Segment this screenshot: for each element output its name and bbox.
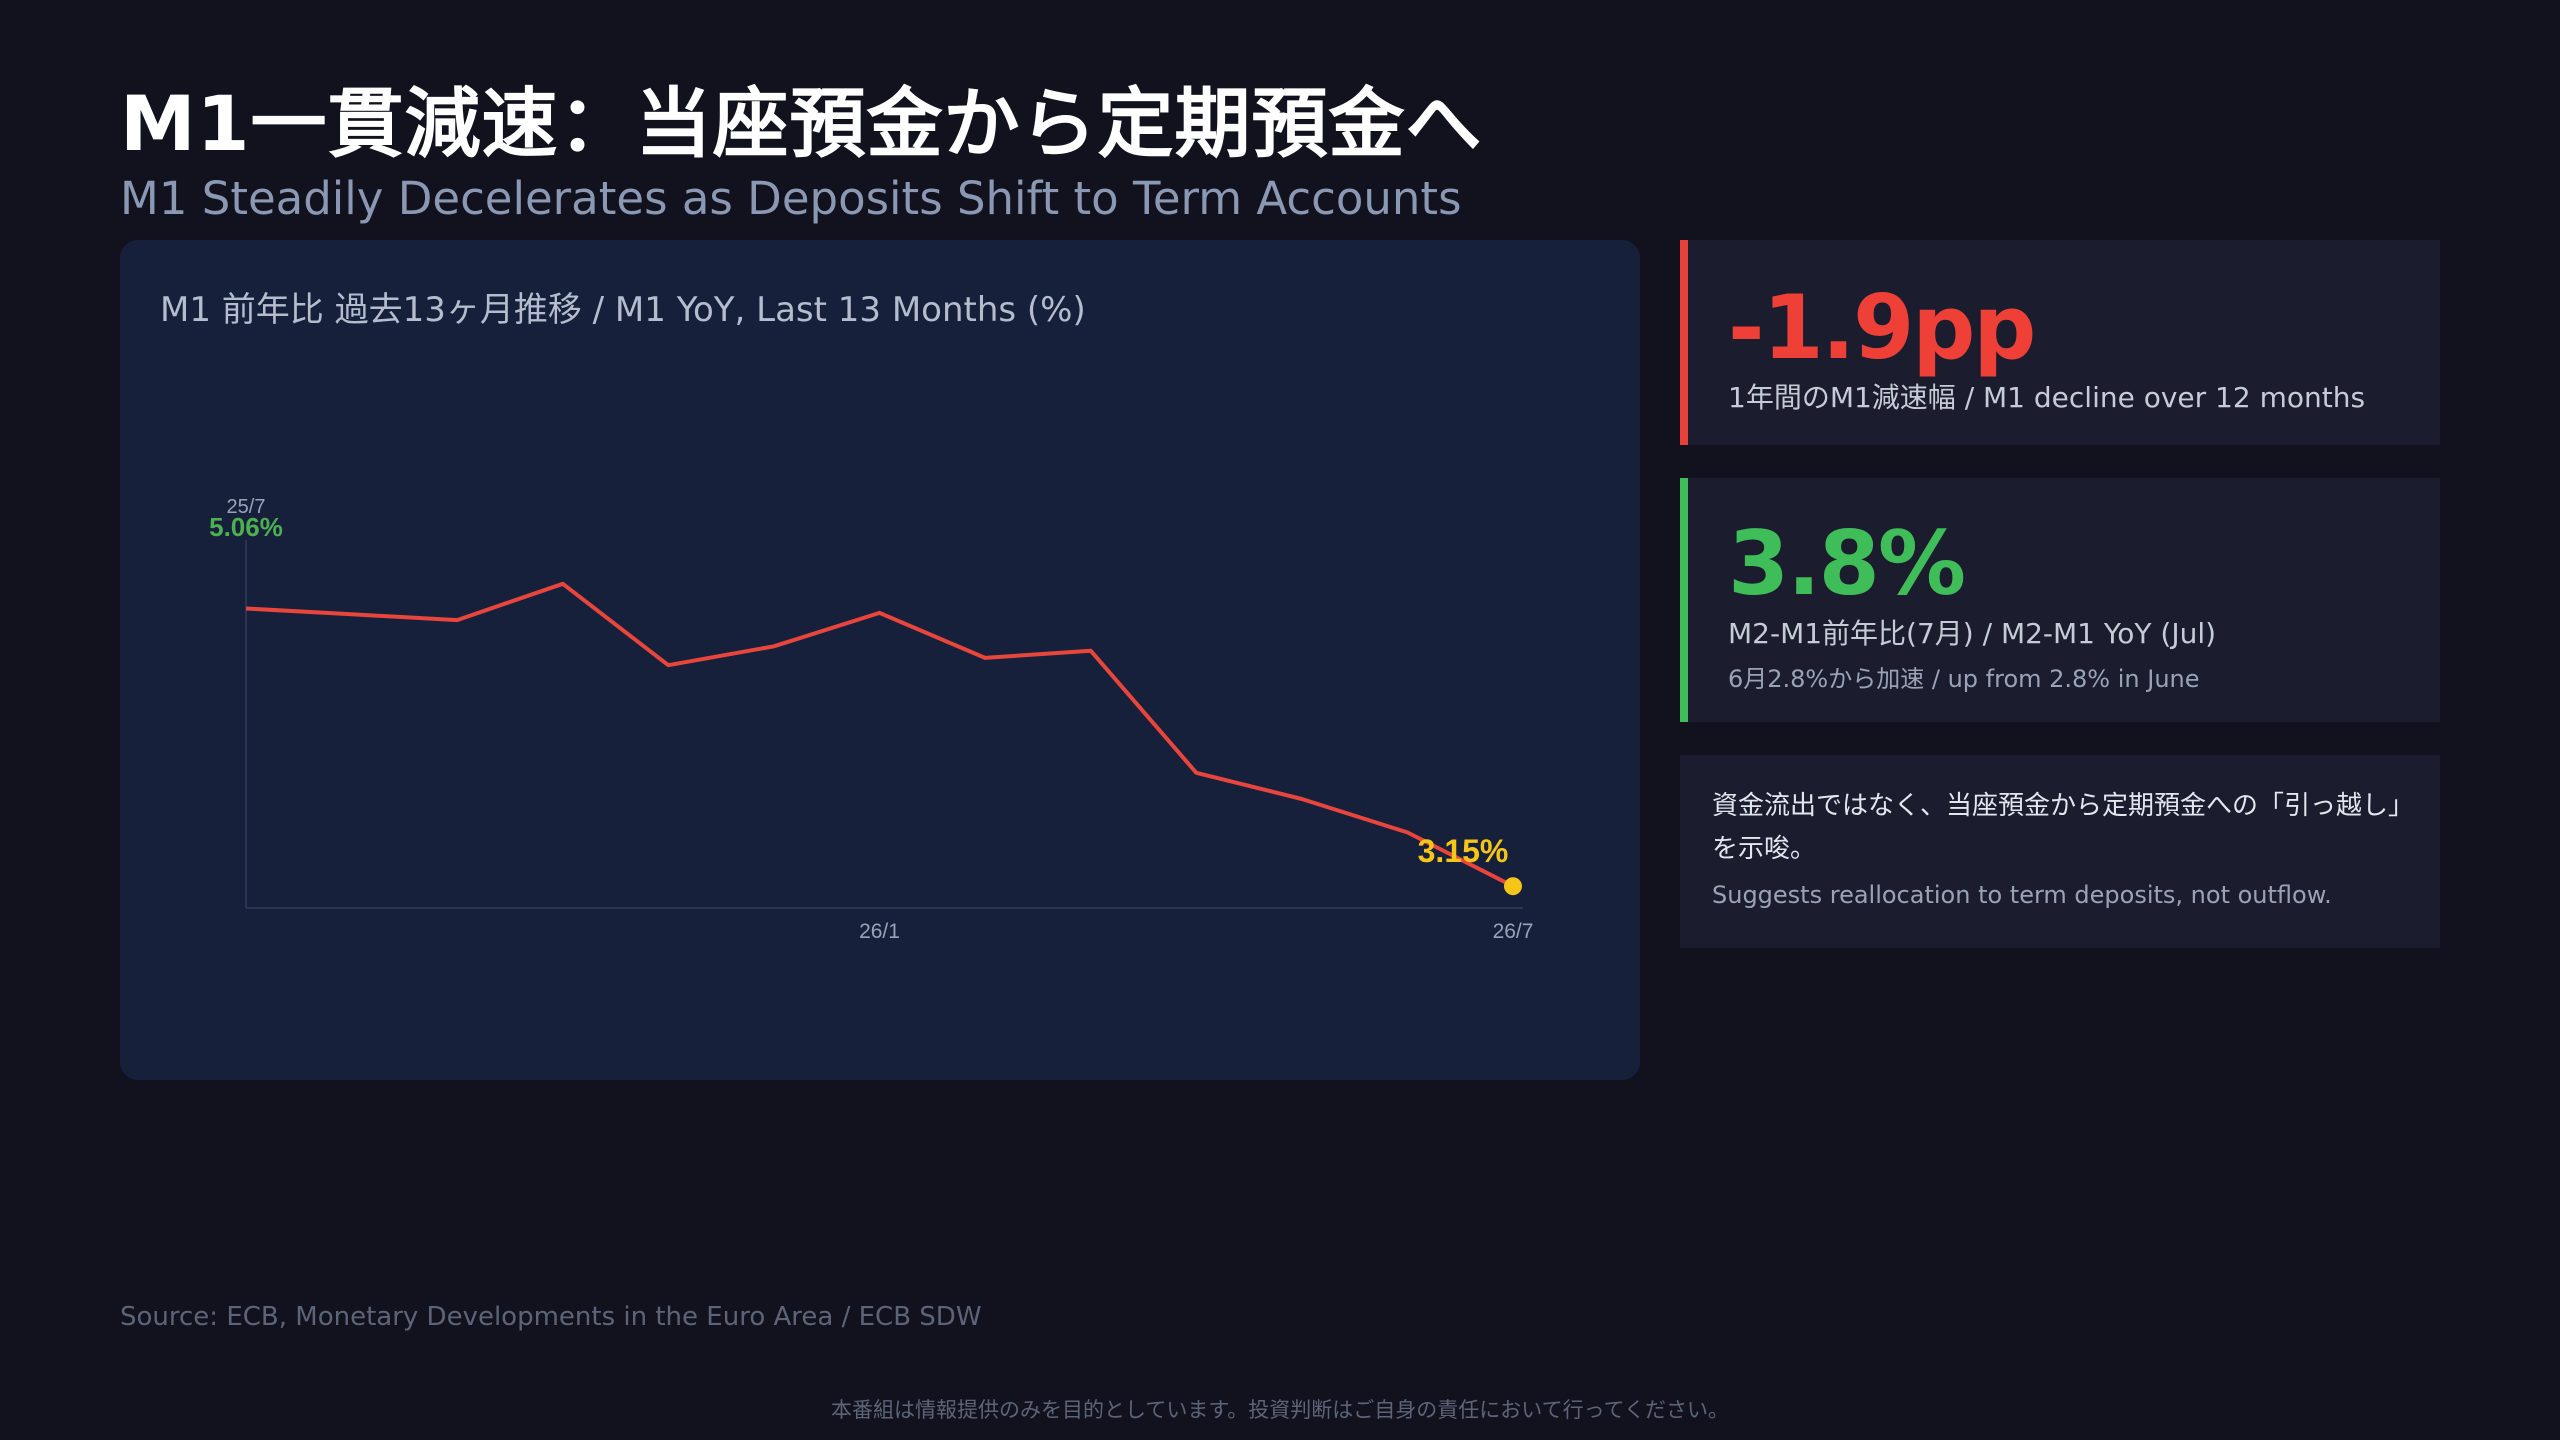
m2m1-sub: 6月2.8%から加速 / up from 2.8% in June xyxy=(1728,665,2200,693)
decline-label: 1年間のM1減速幅 / M1 decline over 12 months xyxy=(1728,381,2366,414)
m2m1-card: 3.8% M2-M1前年比(7月) / M2-M1 YoY (Jul) 6月2.… xyxy=(1680,478,2440,722)
x-tick-label: 26/1 xyxy=(859,920,900,943)
start-value-label: 5.06% xyxy=(209,512,283,542)
m2m1-label: M2-M1前年比(7月) / M2-M1 YoY (Jul) xyxy=(1728,617,2217,650)
data-point xyxy=(1504,877,1522,896)
x-tick-label: 26/7 xyxy=(1493,920,1534,943)
note-text: 資金流出ではなく、当座預金から定期預金への「引っ越し」を示唆。 xyxy=(1712,791,2402,864)
decline-value: -1.9pp xyxy=(1728,276,2036,379)
end-value-label: 3.15% xyxy=(1418,833,1509,869)
series-line xyxy=(245,581,1514,888)
m2m1-value: 3.8% xyxy=(1728,512,1966,615)
source-note: Source: ECB, Monetary Developments in th… xyxy=(120,1302,982,1332)
disclaimer: 本番組は情報提供のみを目的としています。投資判断はご自身の責任において行ってくだ… xyxy=(831,1398,1729,1422)
decline-card: -1.9pp 1年間のM1減速幅 / M1 decline over 12 mo… xyxy=(1680,240,2440,445)
chart-panel: M1 前年比 過去13ヶ月推移 / M1 YoY, Last 13 Months… xyxy=(120,240,1640,1080)
line-chart: 25/7 26/1 26/7 5.06% 3.15% xyxy=(209,496,1534,943)
note-sub: Suggests reallocation to term deposits, … xyxy=(1712,881,2332,909)
page-subtitle: M1 Steadily Decelerates as Deposits Shif… xyxy=(120,172,1462,225)
x-tick-label: 25/7 xyxy=(227,496,266,518)
page-title: M1一貫減速：当座預金から定期預金へ xyxy=(120,79,1483,168)
note-card: 資金流出ではなく、当座預金から定期預金への「引っ越し」を示唆。 Suggests… xyxy=(1680,755,2440,948)
chart-title: M1 前年比 過去13ヶ月推移 / M1 YoY, Last 13 Months… xyxy=(160,290,1086,330)
